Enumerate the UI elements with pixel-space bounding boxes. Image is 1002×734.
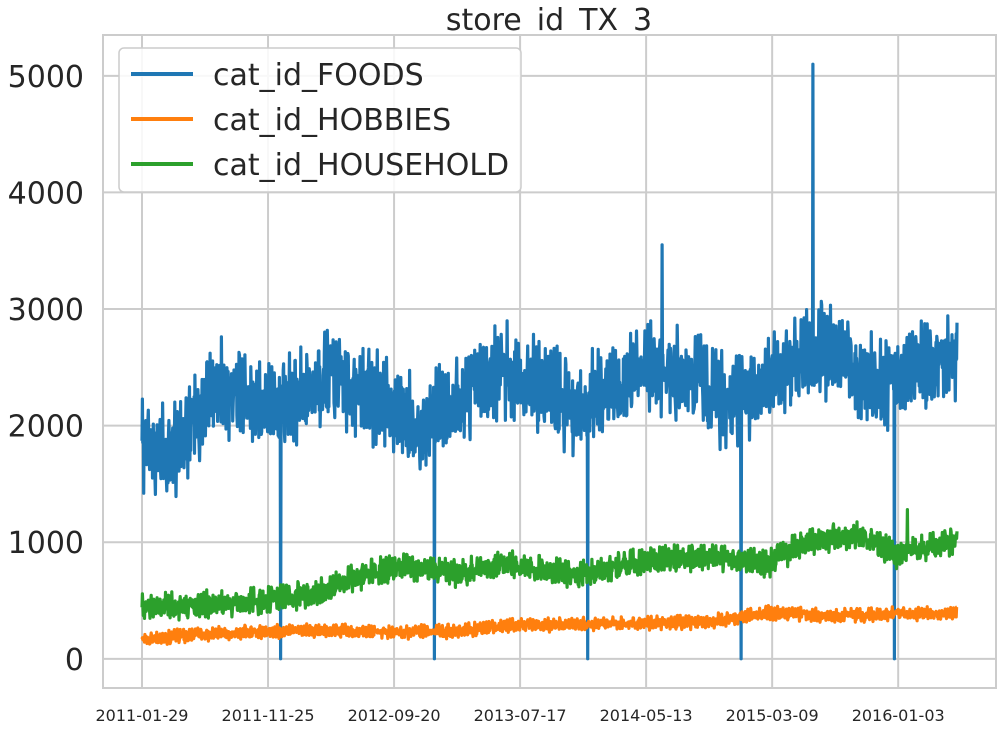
x-tick-label: 2011-11-25 [222, 706, 315, 725]
x-axis-ticks: 2011-01-29 2011-11-25 2012-09-20 2013-07-17… [96, 706, 945, 725]
y-tick-label: 1000 [8, 526, 84, 561]
y-tick-label: 5000 [8, 60, 84, 95]
series-line-cat-id-foods [140, 62, 959, 661]
legend-label-foods: cat_id_FOODS [213, 58, 424, 93]
legend-label-household: cat_id_HOUSEHOLD [213, 148, 509, 183]
x-tick-label: 2012-09-20 [348, 706, 441, 725]
legend-box [118, 47, 522, 193]
x-tick-label: 2014-05-13 [600, 706, 693, 725]
x-tick-label: 2015-03-09 [726, 706, 819, 725]
y-tick-label: 2000 [8, 410, 84, 445]
x-tick-label: 2011-01-29 [96, 706, 189, 725]
x-tick-label: 2016-01-03 [852, 706, 945, 725]
y-axis-ticks: 0 1000 2000 3000 4000 5000 [8, 60, 84, 678]
y-tick-label: 4000 [8, 176, 84, 211]
y-tick-label: 0 [65, 643, 84, 678]
series-line-cat-id-hobbies [140, 604, 959, 646]
chart-title: store_id_TX_3 [446, 3, 652, 38]
legend-label-hobbies: cat_id_HOBBIES [213, 103, 451, 138]
y-tick-label: 3000 [8, 293, 84, 328]
series-layer [140, 62, 959, 661]
x-tick-label: 2013-07-17 [474, 706, 567, 725]
legend: cat_id_FOODS cat_id_HOBBIES cat_id_HOUSE… [118, 47, 522, 193]
series-line-cat-id-household [140, 508, 959, 622]
